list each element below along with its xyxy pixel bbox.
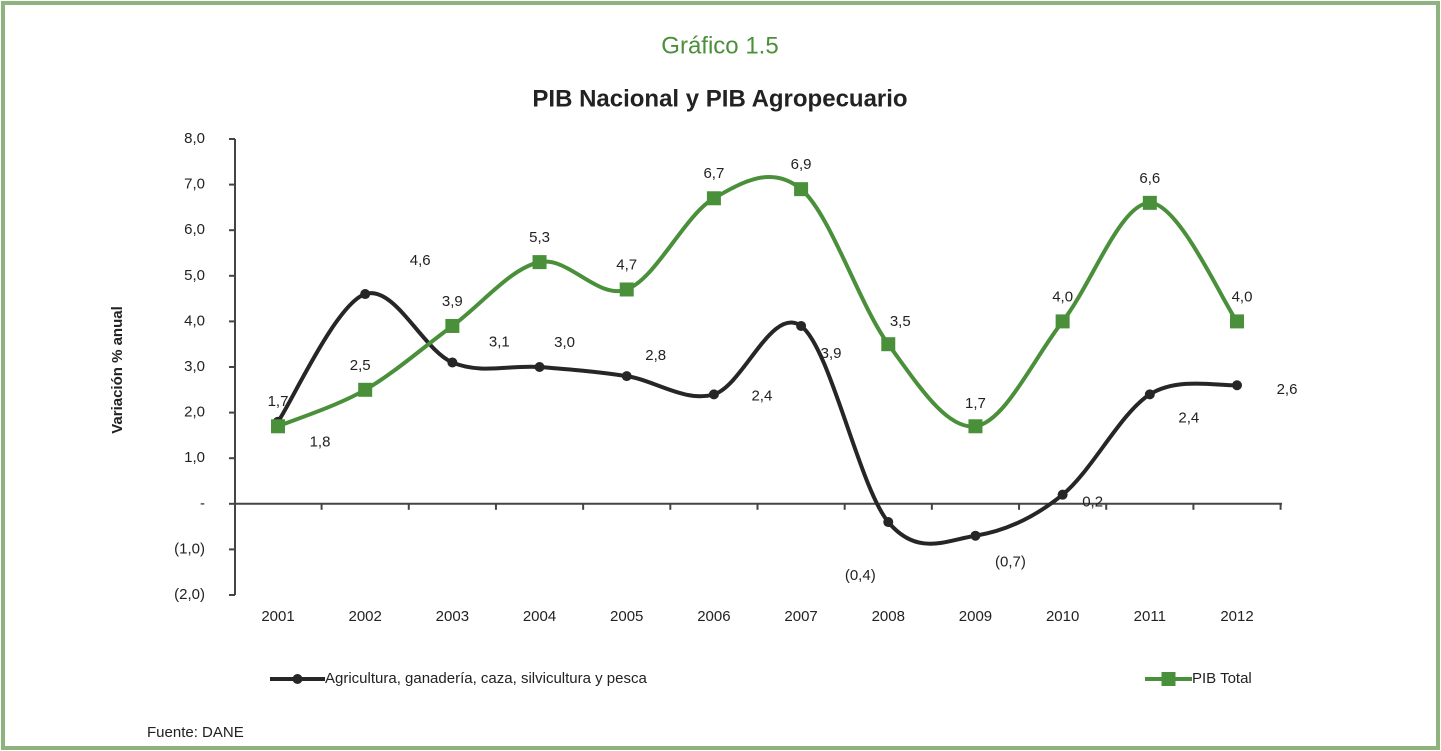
legend-marker	[1161, 672, 1176, 686]
point	[1057, 489, 1068, 500]
x-tick-label: 2002	[348, 608, 381, 625]
data-label: (0,4)	[845, 567, 876, 584]
x-tick-label: 2009	[959, 608, 992, 625]
x-tick-label: 2006	[697, 608, 730, 625]
data-label: 2,6	[1277, 381, 1298, 398]
data-label: 4,0	[1232, 288, 1253, 305]
data-label: (0,7)	[995, 554, 1026, 571]
point	[881, 337, 896, 352]
legend-label: Agricultura, ganadería, caza, silvicultu…	[325, 670, 647, 687]
point	[1230, 314, 1244, 329]
y-tick-label: 7,0	[184, 176, 205, 193]
point	[1142, 195, 1157, 210]
point	[1055, 314, 1070, 329]
x-tick-label: 2005	[610, 608, 643, 625]
data-label: 3,9	[442, 293, 463, 310]
data-label: 0,2	[1082, 494, 1103, 511]
point	[883, 517, 894, 528]
point	[970, 530, 981, 541]
data-label: 3,9	[821, 345, 842, 362]
y-tick-label: 8,0	[184, 130, 205, 147]
y-tick-label: -	[200, 495, 205, 512]
y-tick-label: 3,0	[184, 358, 205, 375]
point	[534, 362, 545, 372]
data-label: 3,1	[489, 333, 510, 350]
point	[1232, 380, 1242, 391]
data-label: 1,8	[310, 434, 331, 451]
data-label: 3,5	[890, 313, 911, 330]
data-label: 4,7	[616, 256, 637, 273]
point	[358, 382, 373, 397]
point	[447, 357, 458, 368]
point	[621, 371, 632, 382]
source: Fuente: DANE	[147, 724, 244, 741]
data-label: 2,8	[645, 347, 666, 364]
data-label: 1,7	[268, 393, 289, 410]
y-tick-label: 5,0	[184, 267, 205, 284]
chart-title: Gráfico 1.5	[661, 32, 778, 59]
data-label: 2,5	[350, 357, 371, 374]
y-tick-label: (2,0)	[174, 586, 205, 603]
data-label: 4,0	[1052, 288, 1073, 305]
point	[445, 318, 460, 333]
point	[271, 419, 285, 434]
x-tick-label: 2012	[1220, 608, 1253, 625]
point	[968, 419, 983, 434]
x-tick-label: 2007	[784, 608, 817, 625]
data-label: 2,4	[751, 387, 772, 404]
data-label: 6,9	[791, 156, 812, 173]
point	[360, 289, 371, 300]
y-tick-label: 1,0	[184, 449, 205, 466]
point	[708, 389, 719, 400]
chart-subtitle: PIB Nacional y PIB Agropecuario	[532, 85, 907, 112]
legend-marker	[292, 674, 303, 684]
data-label: 1,7	[965, 395, 986, 412]
x-tick-label: 2003	[436, 608, 469, 625]
point	[706, 191, 721, 206]
data-label: 2,4	[1178, 409, 1199, 426]
point	[619, 282, 634, 297]
x-tick-label: 2004	[523, 608, 556, 625]
x-tick-label: 2001	[261, 608, 294, 625]
data-label: 6,7	[703, 165, 724, 182]
data-label: 6,6	[1139, 170, 1160, 187]
y-axis-label: Variación % anual	[109, 306, 126, 434]
point	[532, 255, 547, 270]
legend-label: PIB Total	[1192, 670, 1252, 687]
data-label: 5,3	[529, 229, 550, 246]
x-tick-label: 2011	[1134, 608, 1166, 625]
data-label: 4,6	[410, 252, 431, 269]
y-tick-label: 2,0	[184, 404, 205, 421]
x-tick-label: 2008	[872, 608, 905, 625]
point	[1144, 389, 1155, 400]
data-label: 3,0	[554, 334, 575, 351]
y-tick-label: 6,0	[184, 221, 205, 238]
point	[796, 320, 807, 331]
y-tick-label: (1,0)	[174, 540, 205, 557]
point	[794, 182, 809, 197]
x-tick-label: 2010	[1046, 608, 1079, 625]
y-tick-label: 4,0	[184, 312, 205, 329]
